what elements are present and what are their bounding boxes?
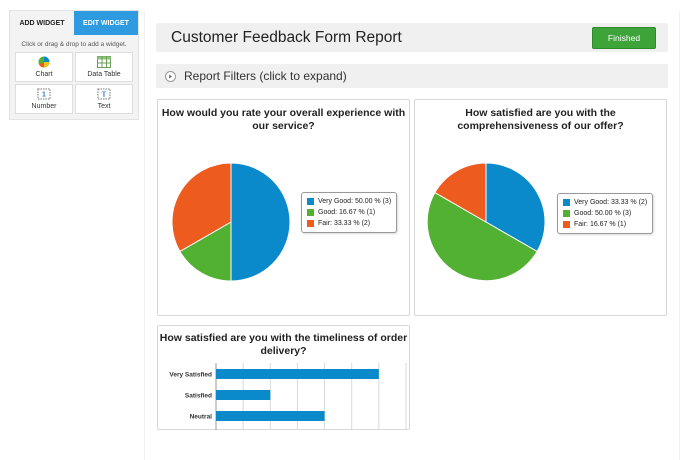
chart-card-comprehensiveness[interactable]: How satisfied are you with the comprehen… (414, 99, 667, 316)
expand-icon (165, 70, 176, 82)
pie-slice-good[interactable] (179, 221, 232, 282)
chart-title: How would you rate your overall experien… (161, 107, 406, 132)
legend-text: Fair: 16.67 % (1) (574, 221, 627, 228)
pie-slice-fair[interactable] (171, 162, 232, 253)
widget-text-label: Text (97, 103, 111, 110)
bar-satisfied[interactable] (216, 390, 271, 400)
text-icon: T (97, 88, 111, 100)
pie-chart-comprehensiveness (426, 162, 546, 282)
widget-chart-label: Chart (35, 71, 53, 78)
bar-very-satisfied[interactable] (216, 369, 379, 379)
chart-legend: Very Good: 50.00 % (3) Good: 16.67 % (1)… (301, 192, 398, 233)
pie-slice-fair[interactable] (434, 162, 487, 223)
legend-text: Good: 16.67 % (1) (318, 209, 376, 216)
category-label: Satisfied (185, 393, 212, 400)
chart-card-delivery-timeliness[interactable]: How satisfied are you with the timelines… (157, 325, 410, 430)
widget-text[interactable]: T Text (75, 84, 133, 114)
pie-chart-icon (38, 56, 50, 68)
number-icon: 1 (37, 88, 51, 100)
chart-card-overall-experience[interactable]: How would you rate your overall experien… (157, 99, 410, 316)
svg-text:T: T (102, 91, 107, 99)
widget-tabs: ADD WIDGET EDIT WIDGET (10, 11, 138, 35)
pie-slice-very-good[interactable] (485, 162, 546, 253)
category-label: Very Satisfied (169, 372, 212, 379)
pie-chart-overall-experience (171, 162, 291, 282)
widget-data-table-label: Data Table (87, 71, 121, 78)
finished-button[interactable]: Finished (592, 27, 656, 49)
widget-hint: Click or drag & drop to add a widget. (21, 41, 127, 48)
chart-title: How satisfied are you with the comprehen… (457, 107, 624, 132)
widget-grid: Chart Data Table 1 Number T Tex (15, 52, 133, 114)
pie-slice-good[interactable] (426, 191, 538, 282)
report-filters-label: Report Filters (click to expand) (184, 69, 347, 83)
legend-item-fair: Fair: 16.67 % (1) (563, 219, 647, 230)
legend-item-fair: Fair: 33.33 % (2) (307, 218, 391, 229)
chart-legend: Very Good: 33.33 % (2) Good: 50.00 % (3)… (557, 193, 654, 234)
legend-item-very-good: Very Good: 50.00 % (3) (307, 196, 391, 207)
widget-data-table[interactable]: Data Table (75, 52, 133, 82)
report-header: Customer Feedback Form Report Finished (156, 23, 668, 52)
tab-edit-widget[interactable]: EDIT WIDGET (74, 11, 138, 35)
bar-neutral[interactable] (216, 411, 325, 421)
svg-text:1: 1 (42, 92, 46, 99)
report-filters-toggle[interactable]: Report Filters (click to expand) (156, 64, 668, 88)
pie-slice-very-good[interactable] (230, 162, 291, 282)
widget-chart[interactable]: Chart (15, 52, 73, 82)
bar-chart-delivery-timeliness: Very Satisfied Satisfied Neutral (169, 363, 407, 430)
legend-text: Very Good: 33.33 % (2) (574, 199, 648, 206)
legend-item-good: Good: 50.00 % (3) (563, 208, 647, 219)
legend-text: Very Good: 50.00 % (3) (318, 198, 392, 205)
tab-add-widget[interactable]: ADD WIDGET (10, 11, 74, 35)
category-label: Neutral (190, 414, 213, 421)
legend-text: Good: 50.00 % (3) (574, 210, 632, 217)
widget-number[interactable]: 1 Number (15, 84, 73, 114)
page-title: Customer Feedback Form Report (171, 29, 402, 46)
chart-title: How satisfied are you with the timelines… (159, 332, 408, 357)
table-icon (97, 56, 111, 68)
widget-number-label: Number (31, 103, 57, 110)
legend-text: Fair: 33.33 % (2) (318, 220, 371, 227)
legend-item-good: Good: 16.67 % (1) (307, 207, 391, 218)
widget-panel: ADD WIDGET EDIT WIDGET Click or drag & d… (9, 10, 139, 120)
legend-item-very-good: Very Good: 33.33 % (2) (563, 197, 647, 208)
